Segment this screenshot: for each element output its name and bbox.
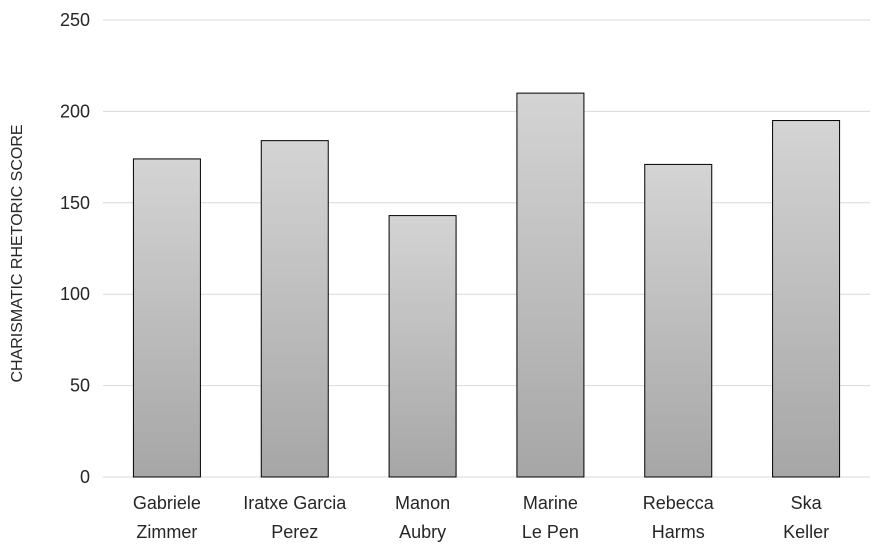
y-tick-label: 250: [60, 10, 90, 30]
y-tick-label: 150: [60, 193, 90, 213]
x-category-label: Marine: [523, 493, 578, 513]
x-category-label: Iratxe Garcia: [243, 493, 347, 513]
x-category-label: Zimmer: [136, 522, 197, 542]
bar: [260, 140, 329, 478]
bar: [516, 92, 585, 478]
x-category-label: Le Pen: [522, 522, 579, 542]
x-category-label: Keller: [783, 522, 829, 542]
y-axis-tick-labels: 0 50 100 150 200 250: [60, 10, 90, 487]
bars: [132, 92, 841, 478]
y-axis-title: CHARISMATIC RHETORIC SCORE: [9, 124, 26, 382]
bar: [644, 163, 713, 478]
y-tick-label: 50: [70, 376, 90, 396]
bar: [772, 120, 841, 478]
x-category-label: Harms: [652, 522, 705, 542]
x-category-label: Aubry: [399, 522, 446, 542]
y-tick-label: 200: [60, 101, 90, 121]
x-category-label: Ska: [791, 493, 823, 513]
y-tick-label: 100: [60, 284, 90, 304]
x-category-label: Gabriele: [133, 493, 201, 513]
gridlines: [103, 19, 870, 478]
bar: [132, 158, 201, 478]
x-category-label: Manon: [395, 493, 450, 513]
x-axis-category-labels: Gabriele Zimmer Iratxe Garcia Perez Manon Aub…: [133, 493, 829, 542]
x-category-label: Perez: [271, 522, 318, 542]
y-tick-label: 0: [80, 467, 90, 487]
bar: [388, 215, 457, 478]
x-category-label: Rebecca: [643, 493, 715, 513]
